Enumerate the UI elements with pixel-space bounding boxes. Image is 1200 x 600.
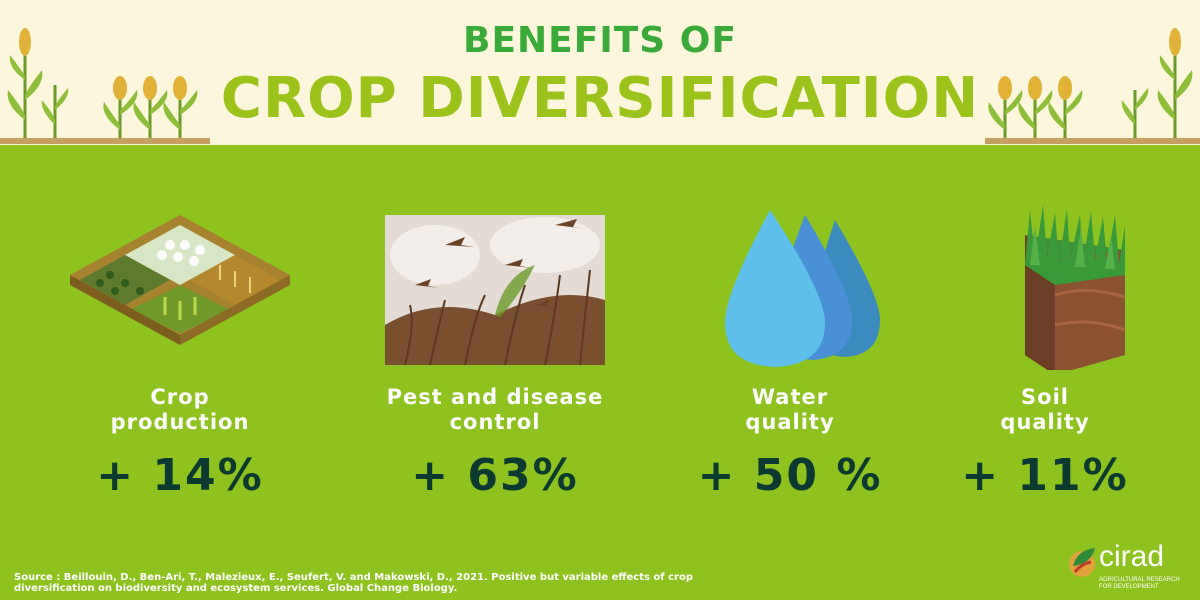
cirad-logo: cirad AGRICULTURAL RESEARCH FOR DEVELOPM… (1065, 540, 1190, 595)
water-drops-icon (725, 210, 880, 367)
soil-block-icon (1025, 205, 1126, 370)
benefit-card-water-quality: Water quality + 50 % (640, 145, 940, 600)
benefit-value: + 11% (961, 450, 1129, 501)
cirad-leaf-icon (1069, 548, 1095, 577)
benefit-value: + 63% (411, 450, 579, 501)
corn-plants-left-icon (0, 28, 210, 144)
benefits-panel: Crop production + 14% (0, 145, 1200, 600)
corn-plants-right-icon (985, 28, 1200, 144)
benefit-card-crop-production: Crop production + 14% (30, 145, 330, 600)
benefit-label: Crop production (110, 385, 250, 434)
title-benefits-of: BENEFITS OF (463, 20, 737, 61)
source-citation: Source : Beillouin, D., Ben-Ari, T., Mal… (14, 572, 693, 594)
benefit-label: Pest and disease control (386, 385, 604, 434)
locust-swarm-icon (385, 215, 605, 366)
benefit-card-pest-disease-control: Pest and disease control + 63% (345, 145, 645, 600)
benefit-value: + 14% (96, 450, 264, 501)
benefit-card-soil-quality: Soil quality + 11% (895, 145, 1195, 600)
benefit-label: Soil quality (1000, 385, 1090, 434)
benefit-value: + 50 % (697, 450, 883, 501)
header-banner: BENEFITS OF CROP DIVERSIFICATION (0, 0, 1200, 145)
benefit-label: Water quality (745, 385, 835, 434)
farm-fields-icon (70, 215, 290, 345)
title-crop-diversification: CROP DIVERSIFICATION (220, 66, 980, 131)
